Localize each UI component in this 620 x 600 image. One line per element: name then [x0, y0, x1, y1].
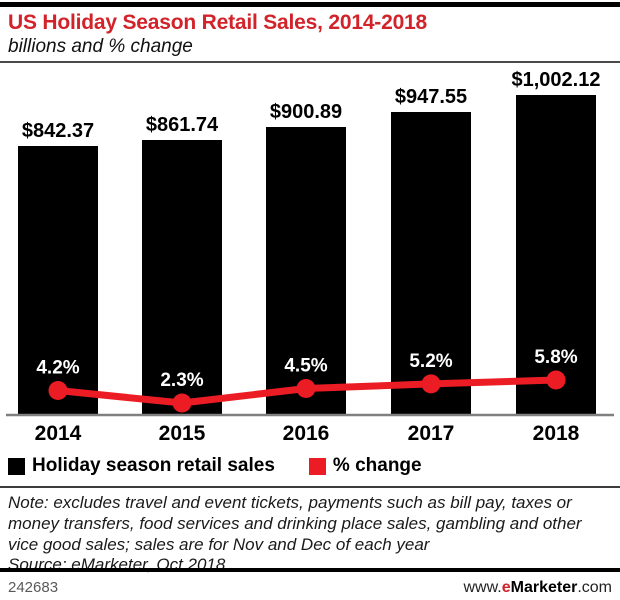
- bar-value-label-2015: $861.74: [146, 114, 219, 136]
- line-marker-2015: [172, 393, 192, 413]
- x-tick-label-2015: 2015: [159, 422, 206, 445]
- legend-label-retail-sales: Holiday season retail sales: [32, 455, 275, 476]
- website-link[interactable]: www.eMarketer.com: [463, 579, 612, 597]
- website-e: e: [501, 578, 511, 596]
- bar-2014: [18, 146, 98, 414]
- line-marker-2018: [546, 370, 566, 390]
- x-tick-label-2018: 2018: [533, 422, 580, 445]
- line-marker-2014: [48, 381, 68, 400]
- bar-value-label-2016: $900.89: [270, 101, 342, 123]
- legend-item-pct-change: % change: [308, 455, 422, 477]
- top-border-rule: [0, 2, 620, 7]
- chart-subtitle: billions and % change: [8, 36, 193, 57]
- combo-chart-plot: $842.37 $861.74 $900.89 $947.55 $1,002.12 4.2…: [6, 69, 614, 445]
- legend-swatch-line-icon: [308, 457, 326, 475]
- footer: 242683 www.eMarketer.com: [0, 575, 620, 600]
- chart-title: US Holiday Season Retail Sales, 2014-201…: [8, 11, 428, 34]
- bar-value-label-2018: $1,002.12: [512, 69, 601, 91]
- legend-label-pct-change: % change: [332, 455, 422, 476]
- line-marker-2016: [296, 379, 316, 398]
- bar-value-label-2017: $947.55: [395, 86, 467, 108]
- source-line: Source: eMarketer, Oct 2018: [8, 555, 226, 574]
- chart-legend: Holiday season retail sales % change: [8, 455, 612, 477]
- x-tick-label-2016: 2016: [283, 422, 330, 445]
- pct-label-2014: 4.2%: [36, 358, 79, 379]
- header-divider: [0, 61, 620, 63]
- footnote: Note: excludes travel and event tickets,…: [8, 493, 582, 554]
- x-tick-label-2017: 2017: [408, 422, 455, 445]
- website-www: www.: [463, 578, 502, 596]
- bar-2016: [266, 127, 346, 414]
- bar-2017: [391, 112, 471, 414]
- website-com: .com: [577, 578, 612, 596]
- legend-divider: [0, 486, 620, 488]
- legend-item-retail-sales: Holiday season retail sales: [8, 455, 275, 477]
- pct-label-2018: 5.8%: [534, 347, 577, 368]
- bar-2015: [142, 140, 222, 414]
- website-marketer: Marketer: [510, 578, 578, 596]
- pct-label-2016: 4.5%: [284, 356, 327, 377]
- bar-value-label-2014: $842.37: [22, 120, 94, 142]
- chart-id: 242683: [8, 579, 59, 596]
- x-tick-label-2014: 2014: [35, 422, 82, 445]
- line-marker-2017: [421, 374, 441, 394]
- pct-label-2015: 2.3%: [160, 370, 203, 391]
- bar-2018: [516, 95, 596, 414]
- legend-swatch-bars-icon: [8, 457, 25, 475]
- footer-divider: [0, 568, 620, 572]
- pct-label-2017: 5.2%: [409, 351, 452, 372]
